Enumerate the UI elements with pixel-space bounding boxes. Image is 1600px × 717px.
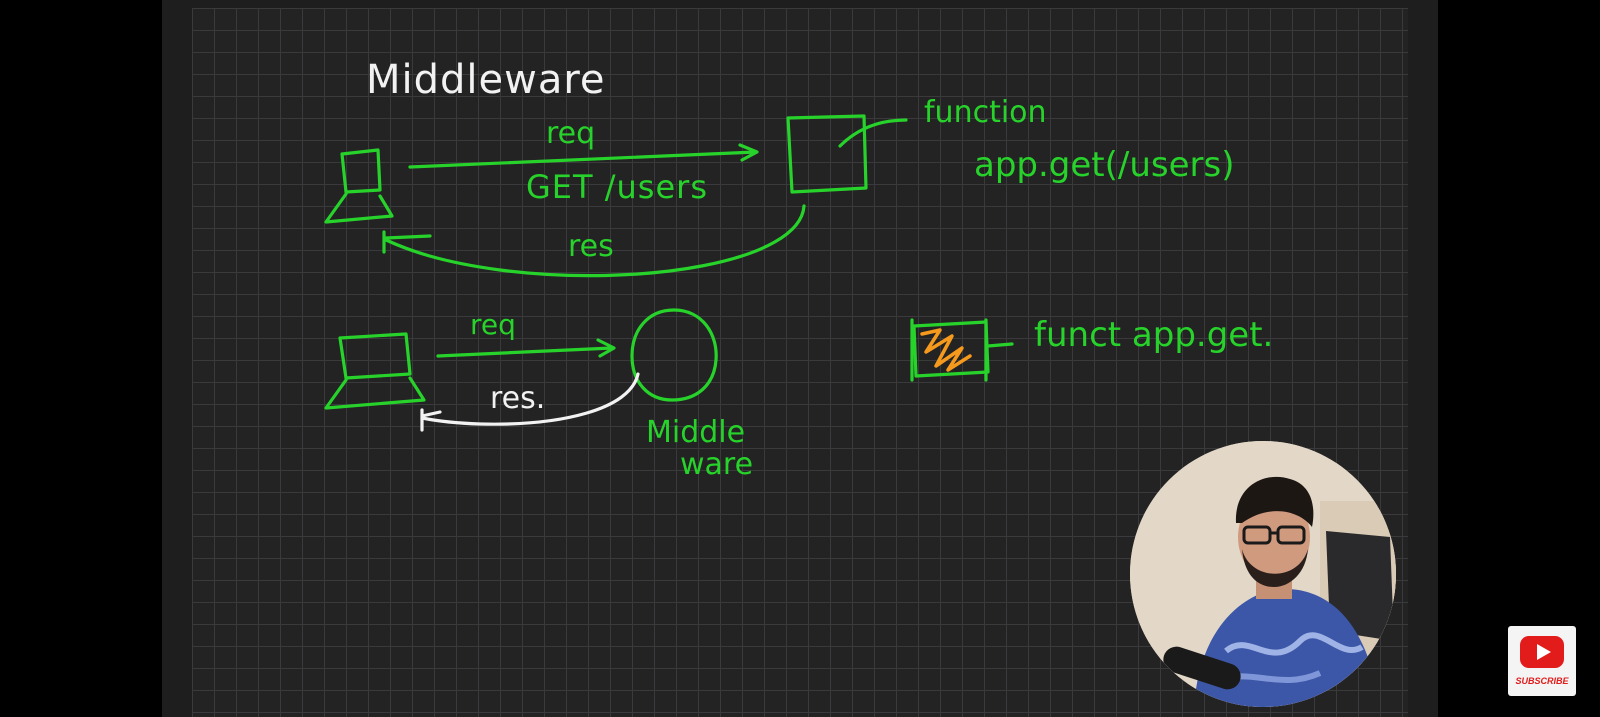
funct-label: funct app.get. [1034, 315, 1273, 355]
subscribe-button[interactable]: SUBSCRIBE [1508, 626, 1576, 696]
function-box-icon [910, 318, 1014, 382]
request-label: req [546, 116, 595, 151]
presenter-image [1130, 441, 1396, 707]
response-arrow-2 [420, 372, 640, 432]
route-label: GET /users [526, 168, 708, 206]
subscribe-label: SUBSCRIBE [1515, 676, 1569, 686]
function-pointer-line [838, 118, 908, 148]
request-label-2: req [470, 308, 516, 341]
response-arrow [382, 204, 806, 278]
server-box [786, 114, 868, 194]
request-arrow [408, 143, 759, 169]
youtube-play-icon [1520, 636, 1564, 668]
request-arrow-2 [436, 338, 616, 358]
middleware-circle [630, 308, 718, 402]
handler-label: app.get(/users) [974, 145, 1235, 185]
response-label: res [568, 229, 614, 264]
client-laptop-icon-2 [324, 332, 426, 410]
middleware-label-line1: Middle [646, 415, 745, 450]
response-label-2: res. [490, 381, 545, 416]
board-title: Middleware [366, 57, 606, 103]
function-label: function [924, 95, 1047, 130]
client-laptop-icon [324, 148, 394, 224]
video-frame[interactable] [162, 0, 1438, 717]
middleware-label-line2: ware [680, 447, 753, 482]
presenter-webcam [1130, 441, 1396, 707]
